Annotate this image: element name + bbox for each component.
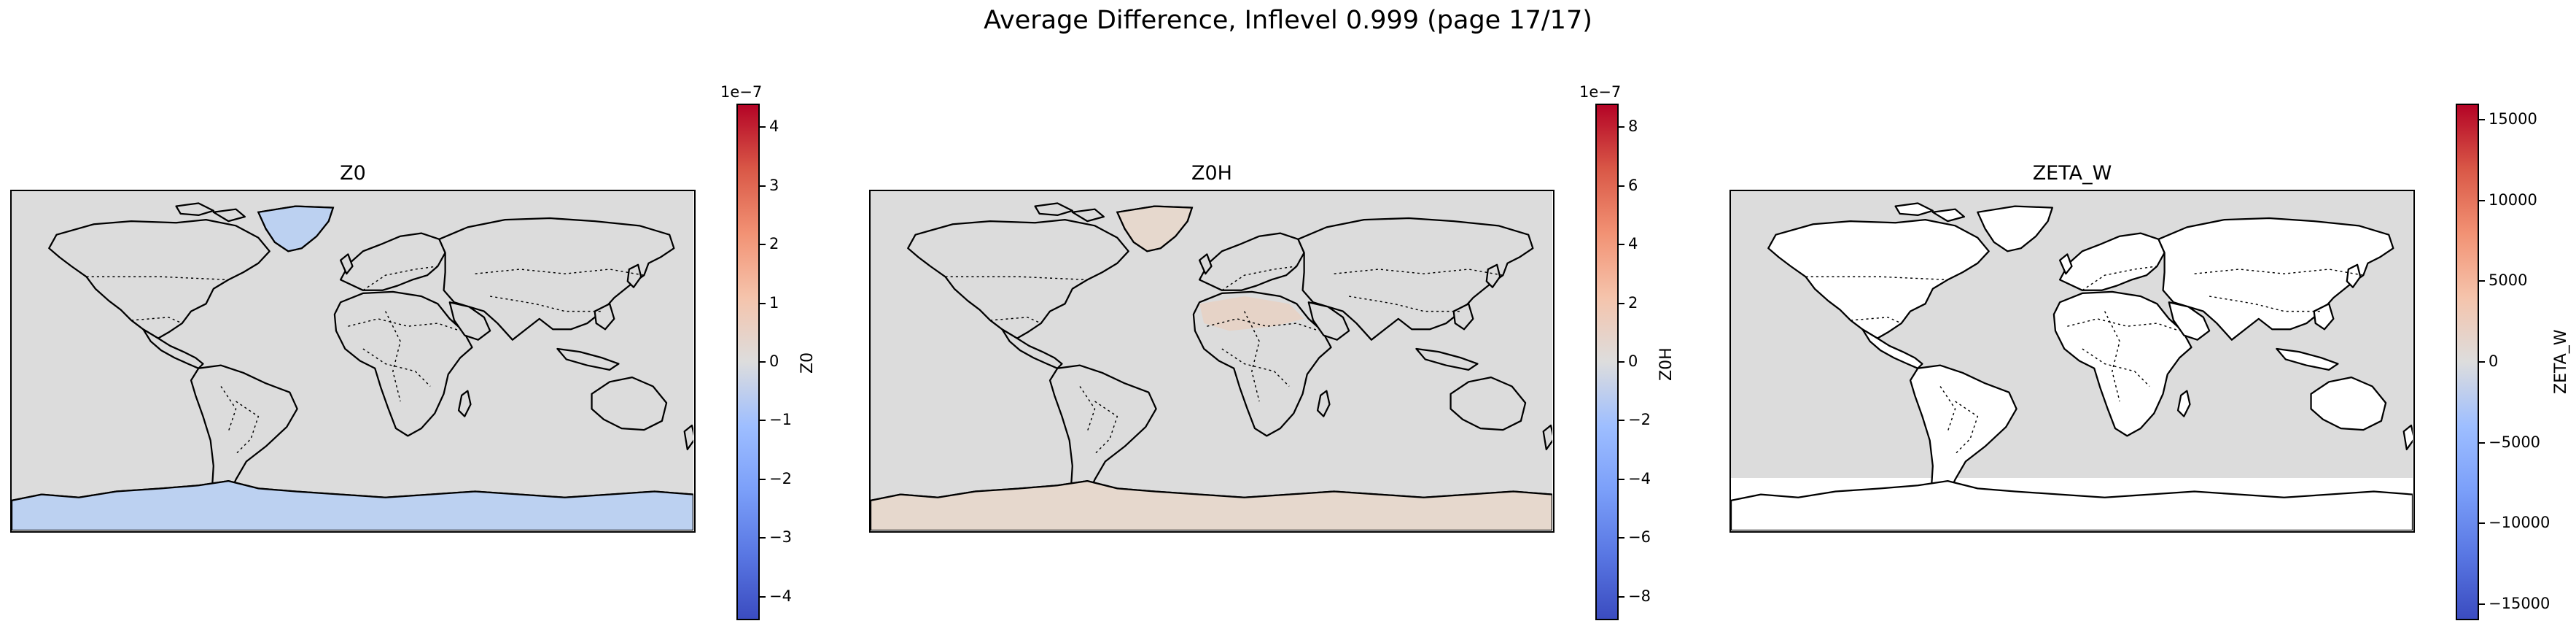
colorbar-tick-label: −4 bbox=[1628, 469, 1651, 487]
colorbar-tick-mark bbox=[760, 185, 766, 187]
colorbar-label-zeta-w: ZETA_W bbox=[2552, 329, 2570, 394]
colorbar-tick-mark bbox=[2479, 361, 2485, 363]
colorbar-tick-label: 1 bbox=[769, 293, 779, 312]
colorbar-tick-label: 2 bbox=[769, 235, 779, 253]
colorbar-tick-label: −4 bbox=[769, 587, 792, 605]
colorbar-tick-label: 4 bbox=[1628, 235, 1638, 253]
colorbar-label-z0h: Z0H bbox=[1657, 347, 1676, 381]
colorbar-tick-label: 2 bbox=[1628, 293, 1638, 312]
panel-title-z0h: Z0H bbox=[1191, 162, 1232, 185]
colorbar-tick-mark bbox=[1619, 302, 1624, 304]
colorbar-exponent-z0: 1e−7 bbox=[720, 83, 763, 101]
colorbar-exponent-z0h: 1e−7 bbox=[1579, 83, 1622, 101]
colorbar-tick-mark bbox=[1619, 126, 1624, 128]
colorbar-tick-label: 4 bbox=[769, 117, 779, 136]
panel-title-zeta-w: ZETA_W bbox=[2032, 162, 2112, 185]
colorbar-tick-mark bbox=[1619, 185, 1624, 187]
colorbar-tick-label: 0 bbox=[2489, 352, 2499, 370]
colorbar-label-z0: Z0 bbox=[798, 352, 817, 374]
colorbar-tick-mark bbox=[760, 361, 766, 363]
colorbar-tick-label: 10000 bbox=[2489, 190, 2537, 209]
colorbar-tick-mark bbox=[2479, 522, 2485, 525]
colorbar-tick-mark bbox=[760, 537, 766, 539]
colorbar-tick-mark bbox=[1619, 595, 1624, 598]
region-sahara bbox=[1199, 296, 1304, 331]
colorbar-tick-mark bbox=[760, 126, 766, 128]
colorbar-tick-mark bbox=[760, 595, 766, 598]
colorbar-tick-mark bbox=[1619, 478, 1624, 480]
figure-suptitle: Average Difference, Inflevel 0.999 (page… bbox=[984, 6, 1592, 35]
panel-title-z0: Z0 bbox=[340, 162, 366, 185]
colorbar-z0h bbox=[1595, 104, 1619, 620]
colorbar-tick-label: −2 bbox=[1628, 411, 1651, 429]
colorbar-tick-mark bbox=[760, 478, 766, 480]
colorbar-tick-mark bbox=[2479, 199, 2485, 201]
colorbar-tick-mark bbox=[2479, 280, 2485, 282]
colorbar-tick-label: −3 bbox=[769, 528, 792, 547]
colorbar-tick-mark bbox=[760, 244, 766, 246]
colorbar-tick-mark bbox=[2479, 603, 2485, 605]
colorbar-tick-label: −6 bbox=[1628, 528, 1651, 547]
colorbar-tick-label: 5000 bbox=[2489, 271, 2528, 290]
colorbar-tick-label: −8 bbox=[1628, 587, 1651, 605]
colorbar-tick-label: 0 bbox=[769, 352, 779, 370]
colorbar-tick-mark bbox=[760, 420, 766, 422]
colorbar-tick-label: −1 bbox=[769, 411, 792, 429]
colorbar-tick-mark bbox=[2479, 441, 2485, 444]
colorbar-zeta-w bbox=[2456, 104, 2479, 620]
colorbar-tick-mark bbox=[2479, 119, 2485, 121]
colorbar-tick-label: −2 bbox=[769, 469, 792, 487]
colorbar-tick-label: −10000 bbox=[2489, 514, 2550, 532]
colorbar-tick-label: 3 bbox=[769, 176, 779, 194]
map-z0 bbox=[10, 190, 696, 533]
colorbar-tick-label: 0 bbox=[1628, 352, 1638, 370]
colorbar-tick-label: 8 bbox=[1628, 117, 1638, 136]
colorbar-z0 bbox=[736, 104, 760, 620]
colorbar-tick-label: 6 bbox=[1628, 176, 1638, 194]
colorbar-tick-label: −5000 bbox=[2489, 433, 2541, 451]
map-zeta-w bbox=[1729, 190, 2415, 533]
colorbar-tick-mark bbox=[1619, 420, 1624, 422]
colorbar-tick-mark bbox=[1619, 244, 1624, 246]
colorbar-tick-label: 15000 bbox=[2489, 110, 2537, 128]
colorbar-tick-mark bbox=[760, 302, 766, 304]
colorbar-tick-label: −15000 bbox=[2489, 594, 2550, 612]
colorbar-tick-mark bbox=[1619, 361, 1624, 363]
map-z0h bbox=[869, 190, 1554, 533]
colorbar-tick-mark bbox=[1619, 537, 1624, 539]
